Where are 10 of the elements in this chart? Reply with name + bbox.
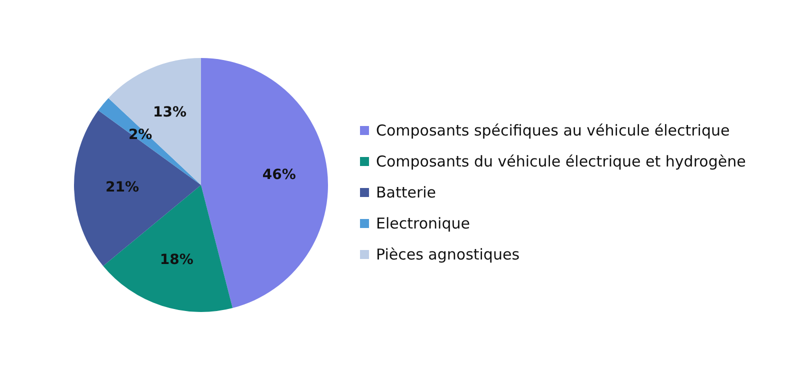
data-label: 18% xyxy=(160,252,194,268)
legend-label: Pièces agnostiques xyxy=(376,246,520,264)
data-label: 13% xyxy=(152,104,186,121)
legend-label: Batterie xyxy=(376,184,436,202)
legend-label: Composants du véhicule électrique et hydrogène xyxy=(376,152,746,170)
data-label: 21% xyxy=(106,179,140,196)
pie-slice xyxy=(201,58,328,308)
data-label: 46% xyxy=(262,167,296,184)
legend-label: Electronique xyxy=(376,214,470,232)
legend-label: Composants spécifiques au véhicule électrique xyxy=(376,122,730,140)
